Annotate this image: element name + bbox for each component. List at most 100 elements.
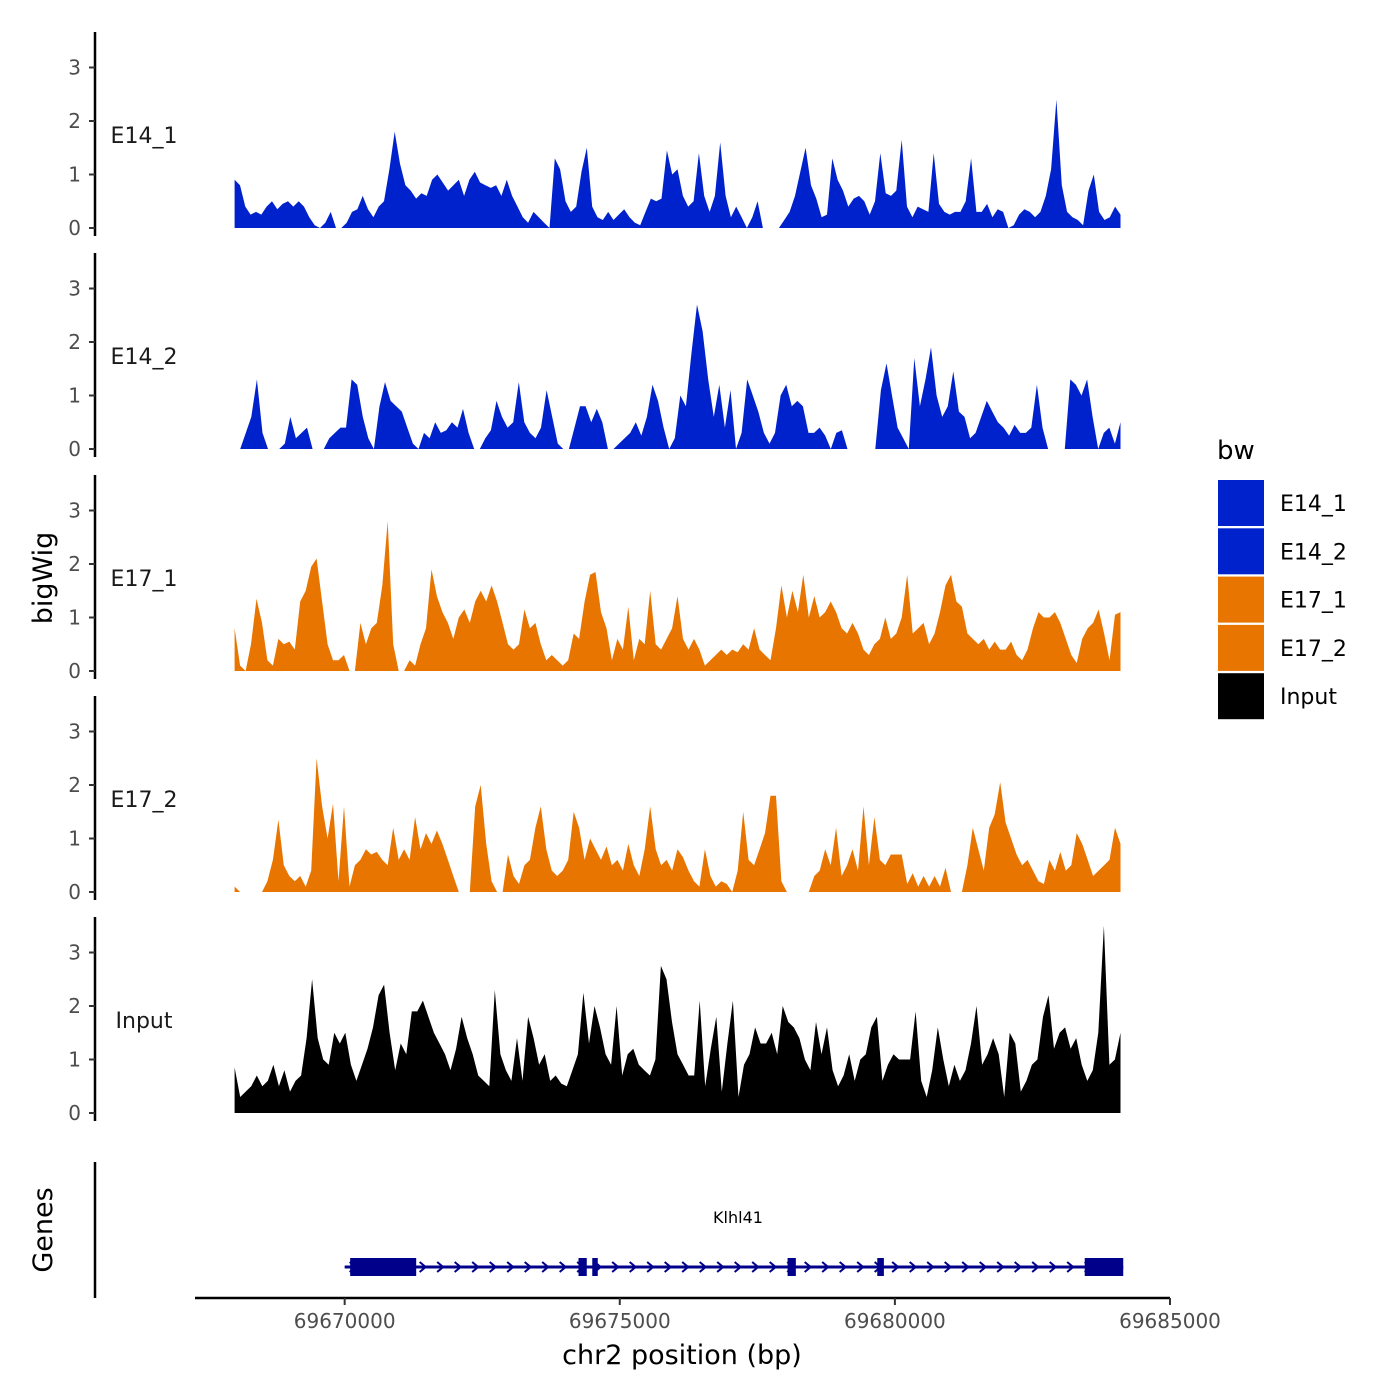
y-tick-label: 1: [68, 827, 81, 851]
legend-item-E17_1: E17_1: [1218, 576, 1347, 623]
y-tick-label: 0: [68, 1101, 81, 1125]
legend-swatch: [1218, 576, 1264, 623]
signal-area-E17_2: [234, 758, 1121, 892]
genes-axis-title: Genes: [28, 1187, 59, 1272]
x-ticks: 69670000 69675000 69680000 69685000: [294, 1298, 1221, 1333]
exon: [592, 1258, 598, 1276]
y-tick-label: 1: [68, 163, 81, 187]
exon: [1084, 1258, 1124, 1276]
x-axis-title: chr2 position (bp): [562, 1340, 802, 1371]
exon: [578, 1258, 587, 1276]
strand-arrow: [734, 1261, 743, 1273]
legend-item-Input: Input: [1218, 673, 1337, 720]
strand-arrow: [979, 1261, 988, 1273]
track-label: E17_2: [111, 788, 178, 813]
legend-label: Input: [1280, 685, 1337, 710]
x-tick-label: 69680000: [844, 1309, 946, 1333]
legend-swatch: [1218, 528, 1264, 575]
strand-arrow: [419, 1261, 428, 1273]
y-tick-label: 1: [68, 606, 81, 630]
strand-arrow: [646, 1261, 655, 1273]
track-E17_2: 0 1 2 3 E17_2: [68, 696, 1121, 904]
strand-arrow: [506, 1261, 515, 1273]
strand-arrow: [961, 1261, 970, 1273]
strand-arrow: [856, 1261, 865, 1273]
strand-arrow: [1014, 1261, 1023, 1273]
legend-label: E17_2: [1280, 637, 1347, 662]
y-tick-label: 3: [68, 720, 81, 744]
y-tick-label: 1: [68, 384, 81, 408]
legend-swatch: [1218, 673, 1264, 720]
track-label: E17_1: [111, 567, 178, 592]
legend-item-E17_2: E17_2: [1218, 624, 1347, 671]
strand-arrow: [821, 1261, 830, 1273]
gene-model: [344, 1258, 1124, 1276]
exon: [877, 1258, 884, 1276]
track-Input: 0 1 2 3 Input: [68, 917, 1121, 1125]
strand-arrow: [629, 1261, 638, 1273]
track-E17_1: 0 1 2 3 E17_1: [68, 475, 1121, 683]
signal-area-Input: [234, 925, 1121, 1113]
strand-arrow: [436, 1261, 445, 1273]
y-tick-label: 3: [68, 56, 81, 80]
strand-arrow: [471, 1261, 480, 1273]
y-tick-label: 2: [68, 994, 81, 1018]
strand-arrow: [1031, 1261, 1040, 1273]
strand-arrow: [681, 1261, 690, 1273]
signal-area-E17_1: [234, 521, 1121, 671]
legend-swatch: [1218, 624, 1264, 671]
gene-name-label: Klhl41: [713, 1208, 763, 1227]
x-tick-label: 69670000: [294, 1309, 396, 1333]
legend-item-E14_1: E14_1: [1218, 480, 1347, 526]
y-tick-label: 3: [68, 277, 81, 301]
y-tick-label: 0: [68, 216, 81, 240]
exon: [787, 1258, 796, 1276]
strand-arrow: [804, 1261, 813, 1273]
signal-area-E14_1: [234, 99, 1121, 228]
track-label: Input: [116, 1009, 173, 1034]
strand-arrow: [611, 1261, 620, 1273]
strand-arrow: [524, 1261, 533, 1273]
y-tick-label: 2: [68, 330, 81, 354]
signal-area-E14_2: [234, 304, 1121, 449]
x-tick-label: 69675000: [569, 1309, 671, 1333]
track-E14_1: 0 1 2 3 E14_1: [68, 32, 1121, 240]
strand-arrow: [891, 1261, 900, 1273]
strand-arrow: [751, 1261, 760, 1273]
y-tick-label: 2: [68, 773, 81, 797]
legend-label: E14_1: [1280, 492, 1347, 517]
strand-arrow: [996, 1261, 1005, 1273]
y-tick-label: 2: [68, 109, 81, 133]
strand-arrow: [839, 1261, 848, 1273]
strand-arrow: [716, 1261, 725, 1273]
y-tick-label: 0: [68, 437, 81, 461]
y-tick-label: 0: [68, 880, 81, 904]
strand-arrow: [1049, 1261, 1058, 1273]
y-tick-label: 3: [68, 499, 81, 523]
strand-arrow: [1066, 1261, 1075, 1273]
strand-arrow: [489, 1261, 498, 1273]
y-tick-label: 3: [68, 941, 81, 965]
tracks: 0 1 2 3 E14_1 0 1 2 3 E14_2 0 1 2 3 E17_1 0 1 2 3 E17_2 0 1 2 3…: [68, 32, 1121, 1125]
strand-arrow: [944, 1261, 953, 1273]
track-E14_2: 0 1 2 3 E14_2: [68, 253, 1121, 461]
strand-arrow: [664, 1261, 673, 1273]
track-label: E14_1: [111, 124, 178, 149]
y-tick-label: 1: [68, 1048, 81, 1072]
strand-arrow: [541, 1261, 550, 1273]
y-tick-label: 0: [68, 659, 81, 683]
strand-arrow: [909, 1261, 918, 1273]
strand-arrow: [699, 1261, 708, 1273]
strand-arrow: [559, 1261, 568, 1273]
track-label: E14_2: [111, 345, 178, 370]
strand-arrow: [454, 1261, 463, 1273]
legend-title: bw: [1217, 436, 1255, 466]
legend-swatch: [1218, 480, 1264, 526]
legend: E14_1 E14_2 E17_1 E17_2 Input: [1218, 480, 1347, 720]
x-tick-label: 69685000: [1119, 1309, 1221, 1333]
legend-label: E17_1: [1280, 589, 1347, 614]
exon: [350, 1258, 417, 1276]
y-tick-label: 2: [68, 552, 81, 576]
strand-arrow: [769, 1261, 778, 1273]
